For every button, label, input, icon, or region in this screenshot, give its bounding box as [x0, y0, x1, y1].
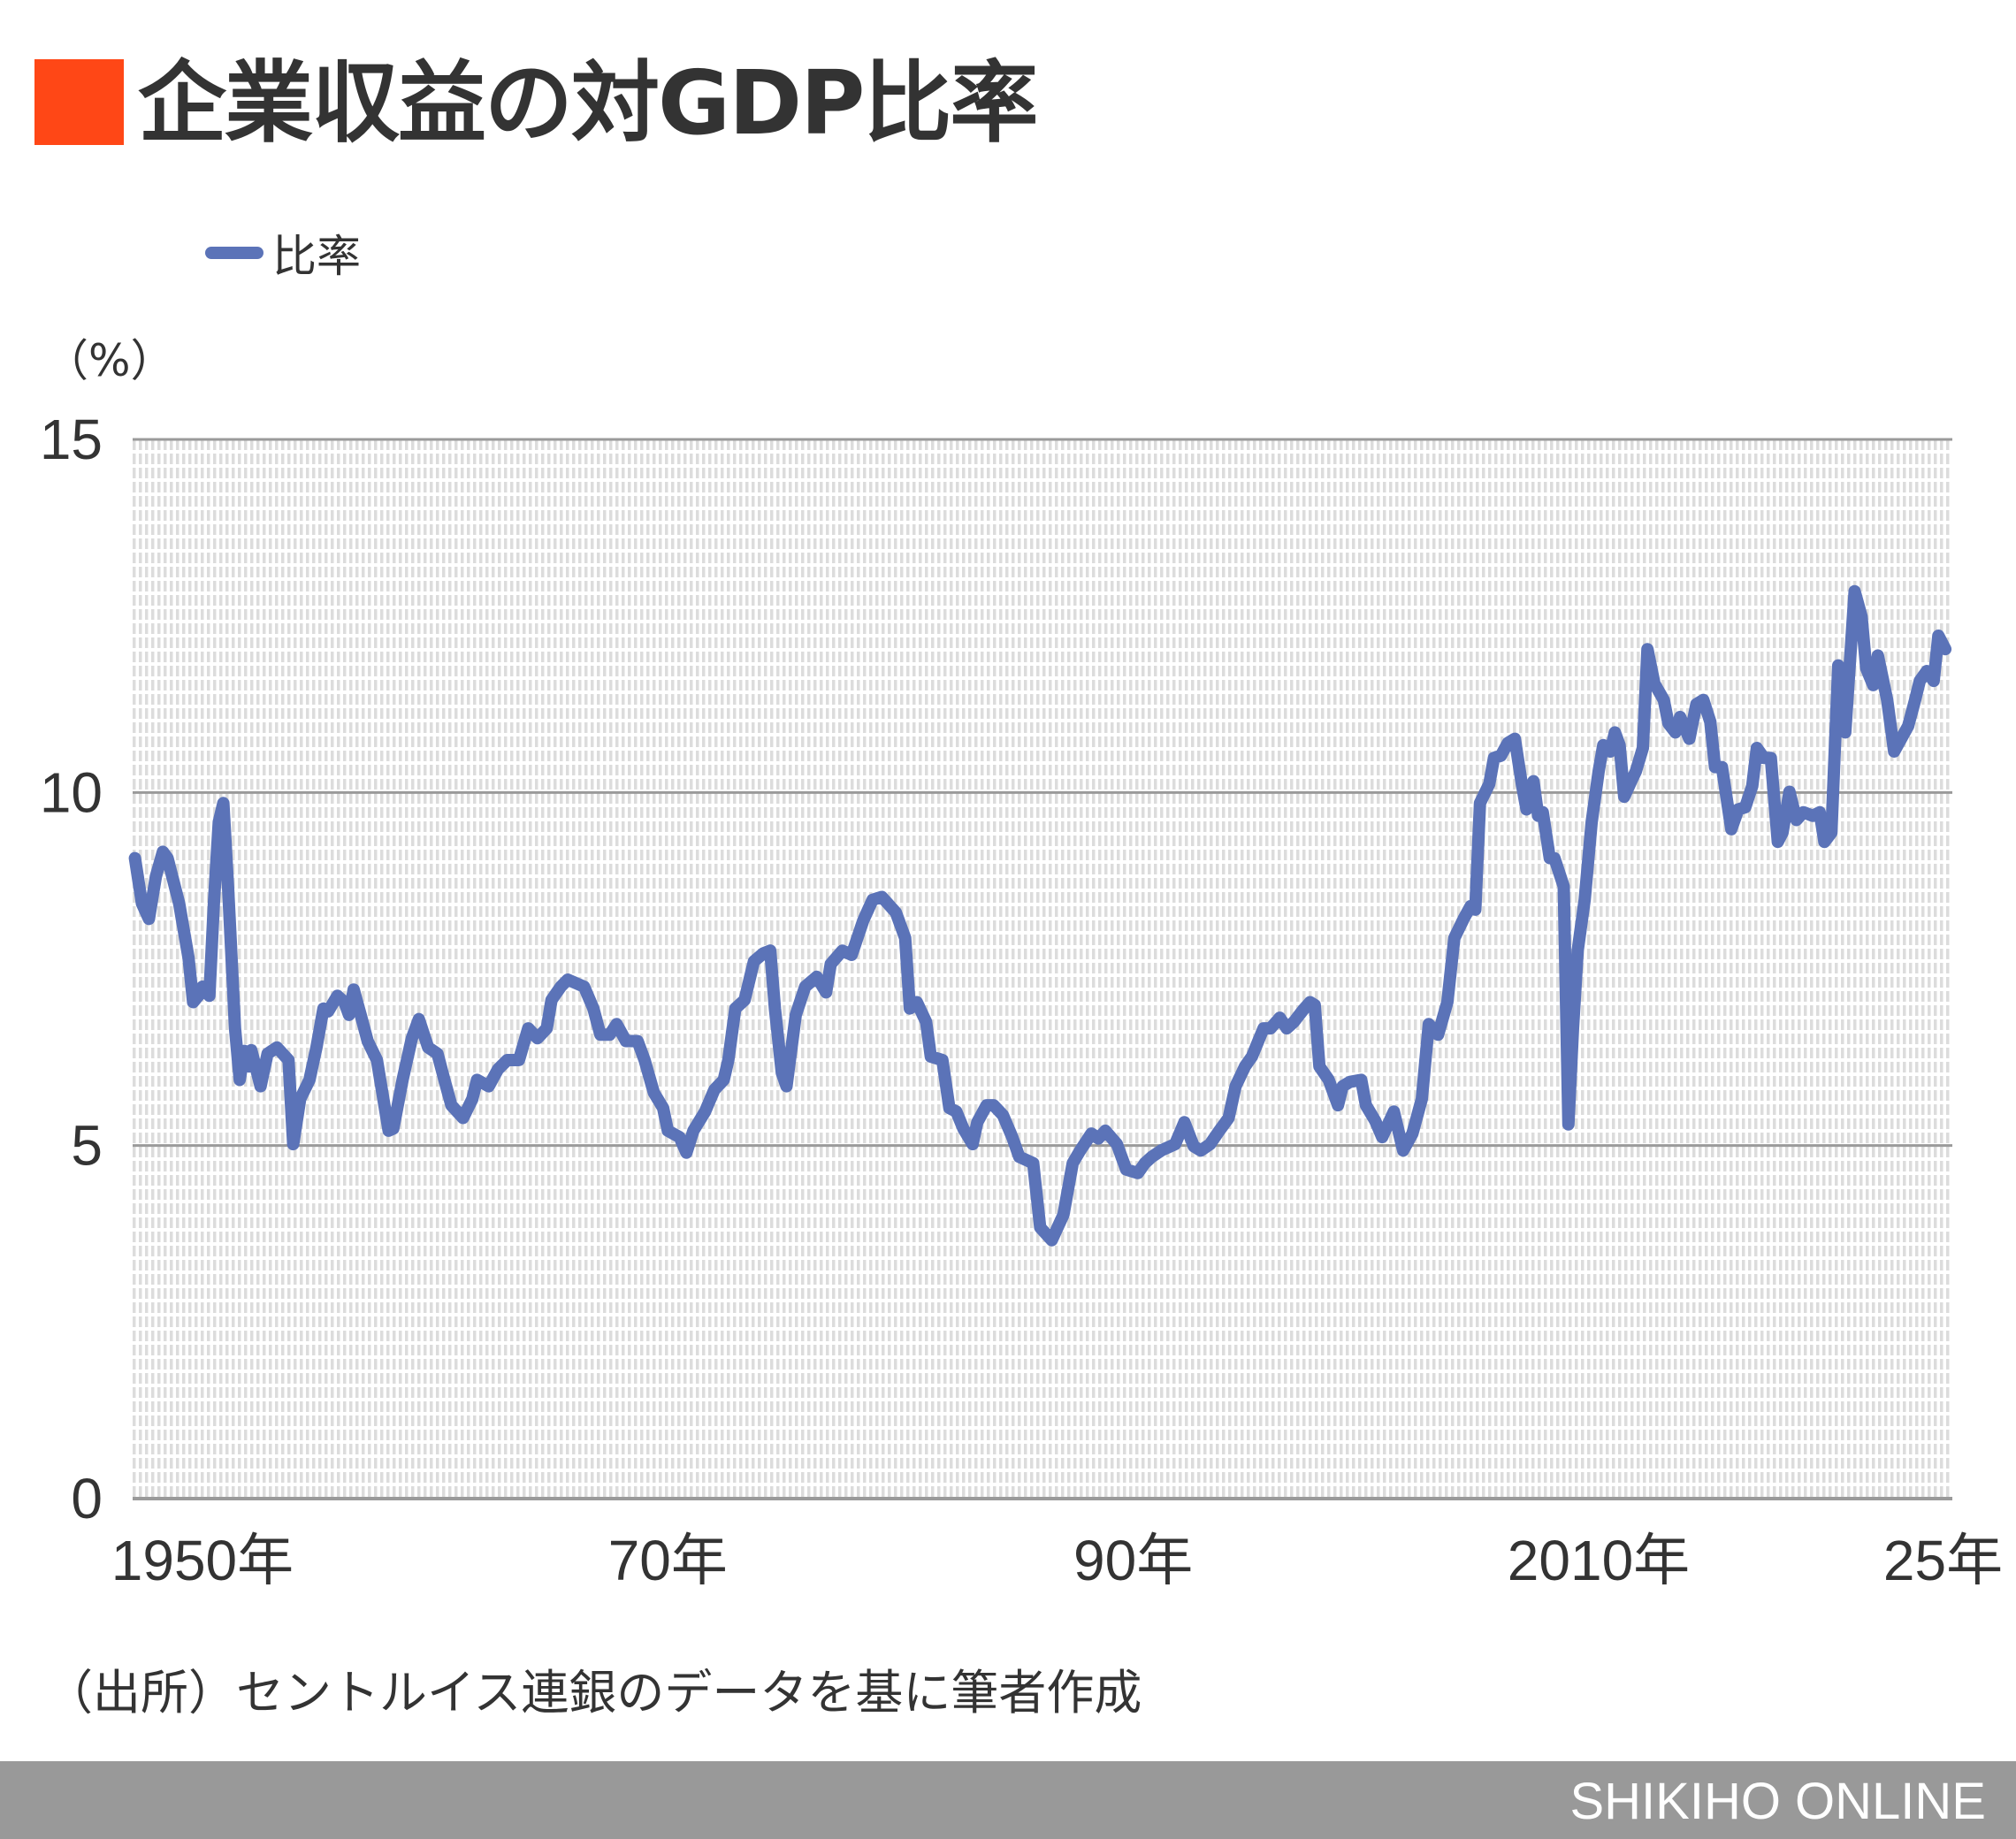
plot-area-minor-grid: [133, 439, 1952, 1499]
legend: 比率: [205, 221, 361, 285]
x-tick-label: 25年: [1883, 1529, 2003, 1592]
legend-line-swatch: [205, 247, 263, 259]
x-tick-label: 1950年: [111, 1529, 294, 1592]
title-mark: [34, 59, 124, 145]
page-title: 企業収益の対GDP比率: [138, 51, 1038, 155]
y-tick-label: 5: [71, 1114, 103, 1178]
footer-bar: SHIKIHO ONLINE: [0, 1761, 2016, 1839]
series-line-ratio: [128, 584, 1952, 1247]
y-tick-label: 10: [40, 760, 103, 824]
x-tick-label: 70年: [608, 1529, 728, 1592]
x-tick-label: 90年: [1073, 1529, 1193, 1592]
y-axis-unit: （%）: [44, 335, 175, 386]
source-note: （出所）セントルイス連銀のデータを基に筆者作成: [45, 1665, 1142, 1721]
y-tick-label: 0: [71, 1467, 103, 1530]
y-tick-label: 15: [40, 408, 103, 471]
x-tick-label: 2010年: [1508, 1529, 1690, 1592]
footer-brand: SHIKIHO ONLINE: [1569, 1773, 1986, 1830]
legend-label: 比率: [272, 231, 361, 282]
